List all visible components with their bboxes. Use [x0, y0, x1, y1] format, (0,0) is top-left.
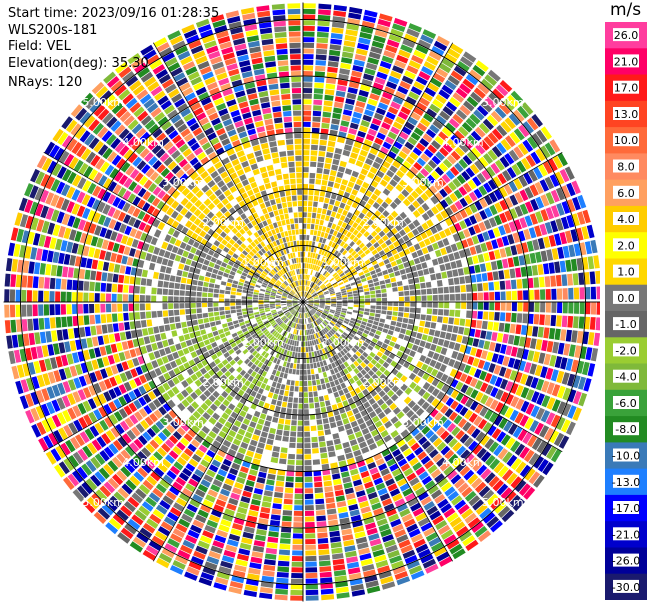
- range-ring-label: 4.00km: [442, 136, 484, 149]
- range-ring-label: 4.00km: [442, 456, 484, 469]
- azimuth-spoke: [152, 42, 304, 303]
- colorbar-tick-label: 0.0: [617, 292, 635, 305]
- range-ring-label: 2.00km: [362, 376, 404, 389]
- range-ring-label: 4.00km: [122, 136, 164, 149]
- start-time: Start time: 2023/09/16 01:28:35: [8, 6, 220, 21]
- colorbar-tick-label: -10.0: [612, 450, 640, 463]
- range-ring-label: 1.00km: [322, 336, 364, 349]
- range-ring-label: 5.00km: [82, 96, 124, 109]
- range-ring-label: 3.00km: [402, 176, 444, 189]
- range-ring-label: 1.00km: [242, 256, 284, 269]
- ppi-plot: 1.00km 1.00km 1.00km 1.00km 2.00km 2.00km 2.00…: [3, 2, 600, 602]
- azimuth-spoke: [152, 301, 304, 562]
- colorbar-tick-label: 8.0: [617, 161, 635, 174]
- colorbar-tick-label: -4.0: [615, 371, 636, 384]
- range-ring-label: 3.00km: [162, 176, 204, 189]
- colorbar-tick-label: 21.0: [614, 55, 639, 68]
- colorbar-tick-label: -8.0: [615, 423, 636, 436]
- instrument-name: WLS200s-181: [8, 22, 98, 38]
- colorbar-tick-label: 13.0: [614, 108, 639, 121]
- azimuth-spoke: [43, 301, 304, 453]
- range-ring-label: 4.00km: [122, 456, 164, 469]
- range-ring-label: 1.00km: [322, 256, 364, 269]
- colorbar-tick-label: -26.0: [612, 555, 640, 568]
- colorbar-tick-label: 2.0: [617, 239, 635, 252]
- azimuth-spoke: [302, 42, 454, 303]
- range-ring-label: 3.00km: [402, 416, 444, 429]
- azimuth-spoke: [302, 301, 563, 453]
- range-ring-label: 2.00km: [202, 376, 244, 389]
- range-ring-label: 5.00km: [82, 496, 124, 509]
- colorbar: 26.0 21.0 17.0 13.0 10.0 8.0 6.0 4.0 2.0 1.0 0.0 -1…: [605, 22, 647, 600]
- colorbar-tick-label: 1.0: [617, 266, 635, 279]
- scan-info: Start time: 2023/09/16 01:28:35 WLS200s-…: [8, 6, 219, 92]
- colorbar-tick-label: 26.0: [614, 29, 639, 42]
- range-ring-label: 1.00km: [242, 336, 284, 349]
- elevation: Elevation(deg): 35.30: [8, 55, 149, 71]
- colorbar-tick-label: -17.0: [612, 502, 640, 515]
- colorbar-tick-label: 10.0: [614, 134, 639, 147]
- azimuth-spoke: [302, 151, 563, 303]
- colorbar-tick-label: -30.0: [612, 581, 640, 594]
- colorbar-tick-label: -6.0: [615, 397, 636, 410]
- field-name: Field: VEL: [8, 39, 71, 54]
- colorbar-tick-label: 17.0: [614, 82, 639, 95]
- colorbar-tick-label: 4.0: [617, 213, 635, 226]
- colorbar-tick-label: 6.0: [617, 187, 635, 200]
- azimuth-spoke: [302, 301, 454, 562]
- range-ring-label: 5.00km: [482, 96, 524, 109]
- range-ring-label: 5.00km: [482, 496, 524, 509]
- colorbar-tick-label: -1.0: [615, 318, 636, 331]
- azimuth-spoke: [43, 151, 304, 303]
- colorbar-tick-label: -2.0: [615, 344, 636, 357]
- nrays: NRays: 120: [8, 75, 83, 90]
- range-ring-label: 2.00km: [362, 216, 404, 229]
- range-ring-label: 3.00km: [162, 416, 204, 429]
- colorbar-tick-label: -21.0: [612, 528, 640, 541]
- range-ring-label: 2.00km: [202, 216, 244, 229]
- range-gates: [4, 3, 600, 601]
- colorbar-tick-label: -13.0: [612, 476, 640, 489]
- colorbar-units: m/s: [610, 0, 642, 20]
